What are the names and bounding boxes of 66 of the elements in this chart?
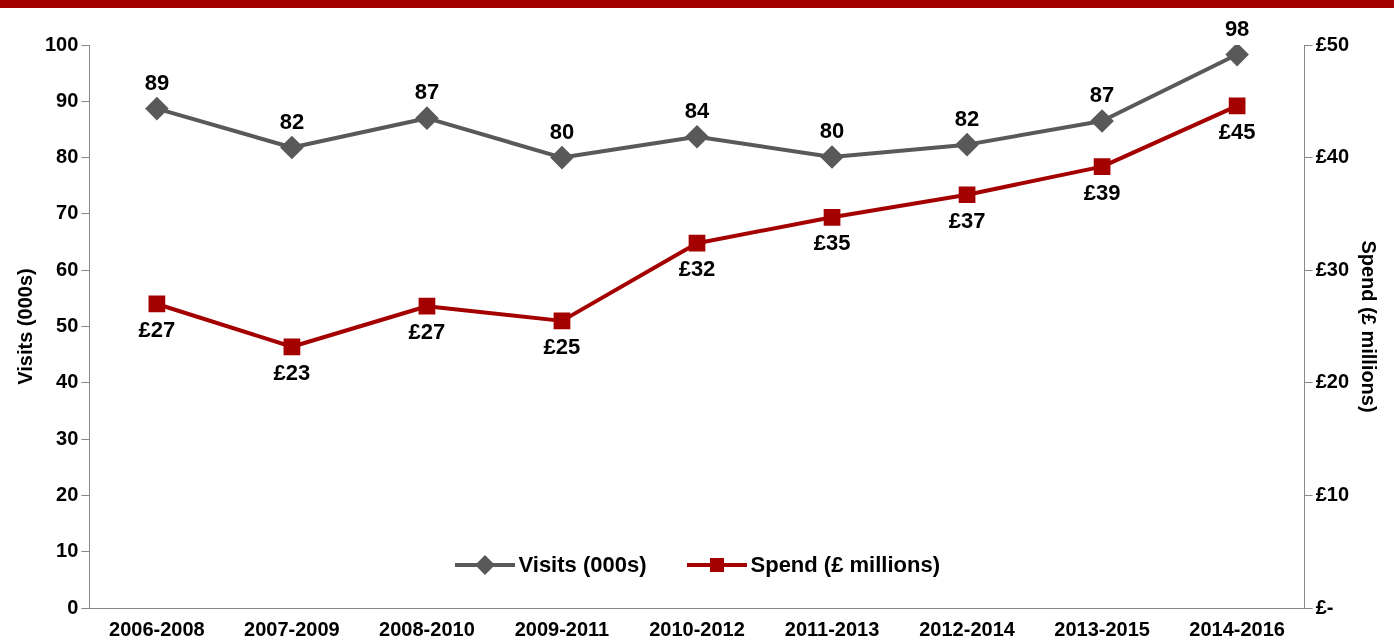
x-tick-label: 2009-2011 xyxy=(514,617,610,640)
y2-tick-label: £30 xyxy=(1315,257,1350,280)
x-tick-label: 2007-2009 xyxy=(244,617,340,640)
data-label: £39 xyxy=(1083,179,1121,205)
legend-label: Spend (£ millions) xyxy=(750,552,940,578)
y2-tick-label: £50 xyxy=(1315,32,1350,55)
data-label: £35 xyxy=(813,230,851,256)
y2-tick-label: £20 xyxy=(1315,370,1350,393)
point xyxy=(283,338,301,356)
point xyxy=(1091,110,1114,133)
y-tick-label: 100 xyxy=(44,32,79,55)
y-tick-label: 0 xyxy=(67,595,79,618)
data-label: £32 xyxy=(678,256,716,282)
data-label: 80 xyxy=(819,118,845,144)
y-tick-label: 10 xyxy=(56,539,79,562)
point xyxy=(686,125,708,148)
y-tick-label: 80 xyxy=(56,145,79,168)
point xyxy=(958,186,976,204)
y-tick-label: 90 xyxy=(56,88,79,111)
data-label: £27 xyxy=(138,317,176,343)
y-tick-label: 70 xyxy=(56,201,79,224)
y2-tick-label: £10 xyxy=(1315,482,1350,505)
point xyxy=(418,297,436,315)
point xyxy=(1093,158,1111,175)
point xyxy=(148,295,166,313)
y2-tick-label: £- xyxy=(1315,595,1334,618)
y-tick-label: 40 xyxy=(56,370,79,393)
y2-axis-title: Spend (£ millions) xyxy=(1358,240,1381,413)
point xyxy=(145,97,168,120)
data-label: 82 xyxy=(954,105,980,131)
y-tick-label: 30 xyxy=(56,426,79,449)
data-label: £27 xyxy=(408,319,446,345)
data-label: £37 xyxy=(948,207,986,233)
point xyxy=(1228,97,1246,115)
data-label: £45 xyxy=(1218,118,1256,144)
x-tick-label: 2011-2013 xyxy=(784,617,880,640)
data-label: 87 xyxy=(414,79,440,105)
y-tick-label: 50 xyxy=(56,314,79,337)
y-tick-label: 60 xyxy=(56,257,79,280)
point xyxy=(823,208,841,226)
y-axis-title: Visits (000s) xyxy=(13,268,36,385)
data-label: 80 xyxy=(549,118,575,144)
x-tick-label: 2006-2008 xyxy=(109,617,205,640)
data-label: 98 xyxy=(1224,15,1250,41)
data-label: 89 xyxy=(144,69,170,95)
y2-tick-label: £40 xyxy=(1315,145,1350,168)
data-label: 82 xyxy=(279,108,305,134)
y-tick-label: 20 xyxy=(56,482,79,505)
legend-label: Visits (000s) xyxy=(518,552,647,578)
x-tick-label: 2013-2015 xyxy=(1054,617,1150,640)
data-label: 84 xyxy=(684,97,710,123)
data-label: £25 xyxy=(543,333,581,359)
x-tick-label: 2014-2016 xyxy=(1189,617,1285,640)
data-label: 87 xyxy=(1089,82,1115,108)
point xyxy=(1226,45,1249,66)
point xyxy=(280,136,303,159)
point xyxy=(550,146,573,169)
point xyxy=(415,107,438,130)
x-tick-label: 2010-2012 xyxy=(649,617,745,640)
point xyxy=(956,133,979,156)
point xyxy=(688,234,706,252)
point xyxy=(821,146,844,169)
point xyxy=(553,312,571,330)
data-label: £23 xyxy=(273,359,311,385)
x-tick-label: 2008-2010 xyxy=(379,617,475,640)
x-tick-label: 2012-2014 xyxy=(919,617,1016,640)
